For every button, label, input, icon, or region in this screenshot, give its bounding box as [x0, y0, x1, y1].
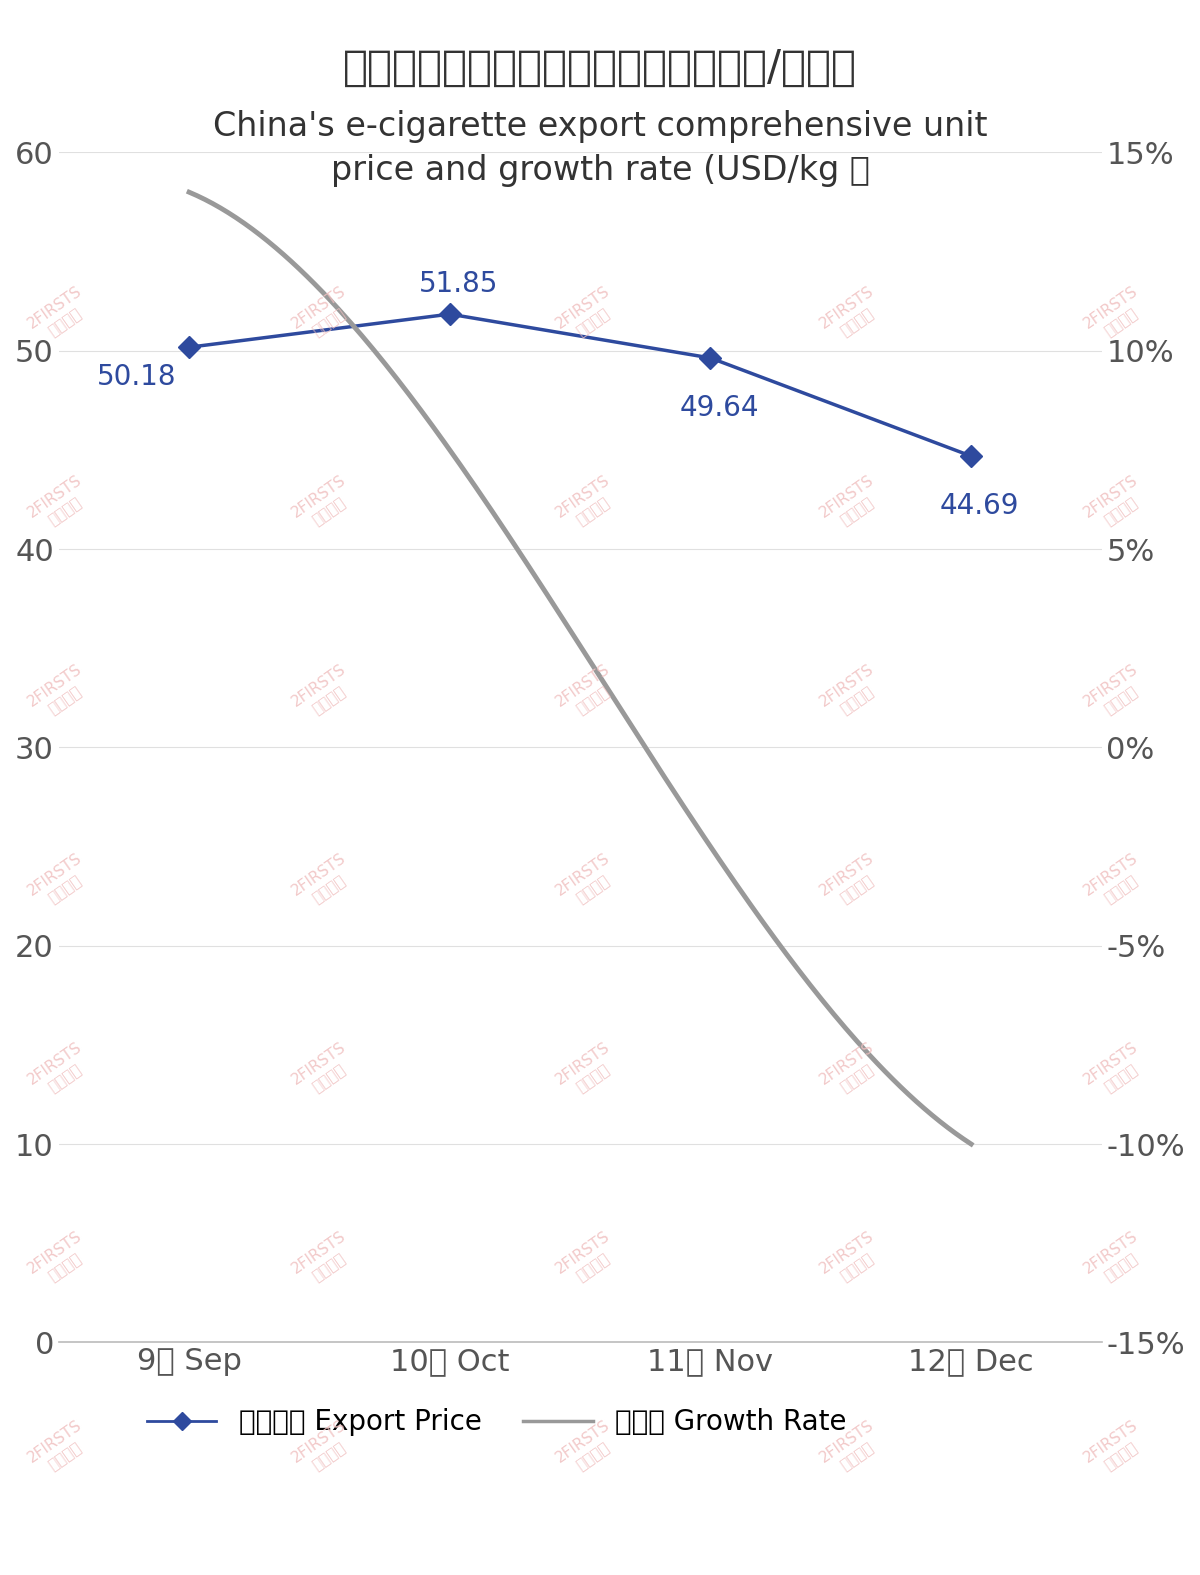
Text: 2FIRSTS
两个至上: 2FIRSTS 两个至上: [1081, 850, 1151, 913]
Text: 51.85: 51.85: [419, 271, 498, 298]
Text: 2FIRSTS
两个至上: 2FIRSTS 两个至上: [553, 1418, 623, 1480]
Text: 2FIRSTS
两个至上: 2FIRSTS 两个至上: [1081, 1418, 1151, 1480]
Text: 44.69: 44.69: [940, 491, 1019, 520]
Text: 2FIRSTS
两个至上: 2FIRSTS 两个至上: [817, 1040, 887, 1102]
Text: 2FIRSTS
两个至上: 2FIRSTS 两个至上: [553, 662, 623, 724]
Text: 2FIRSTS
两个至上: 2FIRSTS 两个至上: [817, 1418, 887, 1480]
Text: 2FIRSTS
两个至上: 2FIRSTS 两个至上: [289, 472, 359, 536]
Text: 中国电子烟出口综合单价及增速（美元/千克）: 中国电子烟出口综合单价及增速（美元/千克）: [343, 47, 857, 90]
Text: 49.64: 49.64: [679, 394, 758, 422]
Text: 2FIRSTS
两个至上: 2FIRSTS 两个至上: [25, 1418, 95, 1480]
Text: China's e-cigarette export comprehensive unit
price and growth rate (USD/kg ）: China's e-cigarette export comprehensive…: [212, 110, 988, 187]
Text: 2FIRSTS
两个至上: 2FIRSTS 两个至上: [289, 1228, 359, 1291]
Text: 2FIRSTS
两个至上: 2FIRSTS 两个至上: [289, 850, 359, 913]
Text: 2FIRSTS
两个至上: 2FIRSTS 两个至上: [553, 472, 623, 536]
Text: 2FIRSTS
两个至上: 2FIRSTS 两个至上: [817, 662, 887, 724]
Text: 2FIRSTS
两个至上: 2FIRSTS 两个至上: [553, 1228, 623, 1291]
Text: 2FIRSTS
两个至上: 2FIRSTS 两个至上: [553, 850, 623, 913]
Text: 2FIRSTS
两个至上: 2FIRSTS 两个至上: [817, 850, 887, 913]
Text: 2FIRSTS
两个至上: 2FIRSTS 两个至上: [25, 850, 95, 913]
Text: 2FIRSTS
两个至上: 2FIRSTS 两个至上: [25, 1228, 95, 1291]
Text: 2FIRSTS
两个至上: 2FIRSTS 两个至上: [25, 662, 95, 724]
Text: 50.18: 50.18: [96, 362, 176, 391]
Text: 2FIRSTS
两个至上: 2FIRSTS 两个至上: [1081, 284, 1151, 346]
Text: 2FIRSTS
两个至上: 2FIRSTS 两个至上: [1081, 472, 1151, 536]
Text: 2FIRSTS
两个至上: 2FIRSTS 两个至上: [289, 1418, 359, 1480]
Text: 2FIRSTS
两个至上: 2FIRSTS 两个至上: [25, 472, 95, 536]
Text: 2FIRSTS
两个至上: 2FIRSTS 两个至上: [25, 1040, 95, 1102]
Text: 2FIRSTS
两个至上: 2FIRSTS 两个至上: [289, 284, 359, 346]
Text: 2FIRSTS
两个至上: 2FIRSTS 两个至上: [817, 1228, 887, 1291]
Text: 2FIRSTS
两个至上: 2FIRSTS 两个至上: [1081, 1040, 1151, 1102]
Text: 2FIRSTS
两个至上: 2FIRSTS 两个至上: [289, 662, 359, 724]
Text: 2FIRSTS
两个至上: 2FIRSTS 两个至上: [553, 284, 623, 346]
Text: 2FIRSTS
两个至上: 2FIRSTS 两个至上: [25, 284, 95, 346]
Text: 2FIRSTS
两个至上: 2FIRSTS 两个至上: [553, 1040, 623, 1102]
Text: 2FIRSTS
两个至上: 2FIRSTS 两个至上: [1081, 1228, 1151, 1291]
Text: 2FIRSTS
两个至上: 2FIRSTS 两个至上: [817, 284, 887, 346]
Legend: 出口单价 Export Price, 增长率 Growth Rate: 出口单价 Export Price, 增长率 Growth Rate: [136, 1397, 858, 1447]
Text: 2FIRSTS
两个至上: 2FIRSTS 两个至上: [289, 1040, 359, 1102]
Text: 2FIRSTS
两个至上: 2FIRSTS 两个至上: [1081, 662, 1151, 724]
Text: 2FIRSTS
两个至上: 2FIRSTS 两个至上: [817, 472, 887, 536]
